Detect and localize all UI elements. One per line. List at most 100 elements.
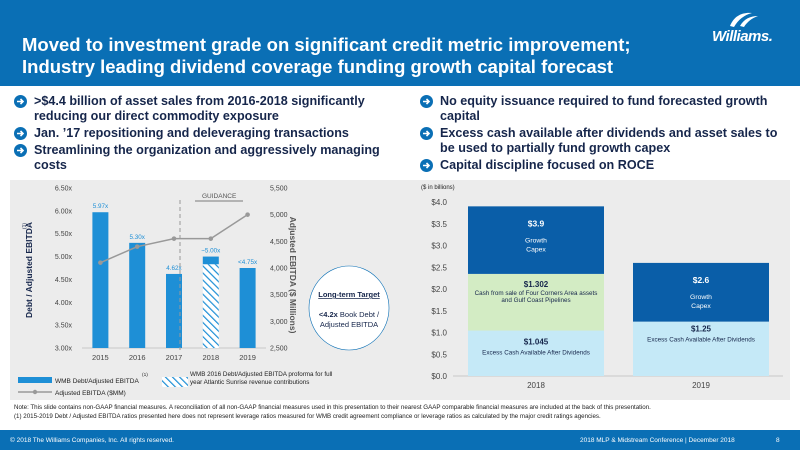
x-tick-label: 2015	[92, 353, 109, 362]
arrow-circle-icon	[14, 127, 27, 140]
segment-text-label: Excess Cash Available After Dividends	[647, 337, 755, 344]
y-tick-label: 5.50x	[55, 231, 73, 238]
leverage-chart-panel: 3.00x 3.50x 4.00x 4.50x 5.00x 5.50x 6.00x 6.50x…	[10, 180, 405, 400]
target-value: <4.2x	[319, 310, 339, 319]
y2-tick-label: 2,500	[270, 346, 288, 353]
guidance-label: GUIDANCE	[202, 193, 237, 200]
copyright-text: © 2018 The Williams Companies, Inc. All …	[10, 437, 174, 444]
right-bullet-text: Capital discipline focused on ROCE	[440, 158, 655, 172]
y-tick-label: $1.0	[431, 329, 447, 338]
stacked-bars: $1.045 Excess Cash Available After Divide…	[468, 206, 769, 376]
y-tick-label: 4.50x	[55, 277, 73, 284]
right-bullet-text: No equity issuance required to fund fore…	[440, 94, 768, 123]
footnote-block: Note: This slide contains non-GAAP finan…	[14, 404, 794, 421]
bar-data-label: 4.62x	[166, 265, 182, 272]
x-tick-label: 2017	[166, 353, 183, 362]
bar-data-label: 5.30x	[129, 234, 145, 241]
target-line1-rest: Book Debt /	[338, 310, 380, 319]
legend-line-label: Adjusted EBITDA ($MM)	[55, 390, 126, 397]
target-line2: Adjusted EBITDA	[320, 320, 378, 329]
target-title: Long-term Target	[318, 290, 380, 299]
chart-data-labels: 5.97x 5.30x 4.62x ~5.00x <4.75x	[93, 203, 258, 272]
x-tick-label: 2018	[527, 381, 545, 390]
y-tick-label: 3.50x	[55, 323, 73, 330]
segment-text-label: Growth	[690, 294, 712, 301]
y-tick-label: $3.0	[431, 242, 447, 251]
ebitda-line-series	[98, 212, 250, 265]
leverage-bar	[129, 242, 146, 348]
segment-value-label: $1.045	[524, 338, 549, 347]
ebitda-point	[171, 236, 177, 241]
excess-cash-segment	[468, 330, 604, 376]
segment-value-label: $1.25	[691, 325, 712, 334]
legend-bar-label: WMB Debt/Adjusted EBITDA	[55, 378, 139, 385]
left-bullet-list: >$4.4 billion of asset sales from 2016-2…	[14, 94, 399, 175]
ebitda-point	[208, 236, 214, 241]
y2-axis-title: Adjusted EBITDA ($ Millions)	[288, 217, 298, 334]
footnote-text: (1) 2015-2019 Debt / Adjusted EBITDA rat…	[14, 412, 601, 420]
right-bullet-3: Capital discipline focused on ROCE	[420, 158, 792, 173]
y-tick-label: 5.00x	[55, 254, 73, 261]
event-text: 2018 MLP & Midstream Conference | Decemb…	[580, 437, 735, 444]
arrow-circle-icon	[14, 144, 27, 157]
arrow-circle-icon	[420, 159, 433, 172]
arrow-circle-icon	[420, 95, 433, 108]
y-tick-label: $1.5	[431, 307, 447, 316]
y-tick-label: $2.0	[431, 285, 447, 294]
y-tick-label: 3.00x	[55, 346, 73, 353]
y2-tick-label: 4,500	[270, 239, 288, 246]
x-tick-label: 2019	[692, 381, 710, 390]
chart-legend: WMB Debt/Adjusted EBITDA (1) Adjusted EB…	[18, 371, 333, 397]
capex-chart: ($ in billions) $0.0 $0.5 $1.0 $1.5 $2.0 $2.5…	[421, 185, 783, 390]
left-bullet-text: Streamlining the organization and aggres…	[34, 143, 380, 172]
left-bullet-1: >$4.4 billion of asset sales from 2016-2…	[14, 94, 399, 124]
chart-bars	[92, 212, 256, 348]
right-bullet-1: No equity issuance required to fund fore…	[420, 94, 792, 124]
segment-text-label: Cash from sale of Four Corners Area asse…	[474, 289, 598, 305]
units-label: ($ in billions)	[421, 185, 455, 191]
williams-logo-mark-icon	[730, 12, 758, 27]
y2-tick-label: 4,000	[270, 266, 288, 273]
x-tick-label: 2016	[129, 353, 146, 362]
legend-bar-swatch	[18, 377, 52, 383]
y-axis-footnote: (1)	[22, 223, 28, 229]
y2-tick-label: 3,500	[270, 292, 288, 299]
arrow-circle-icon	[14, 95, 27, 108]
y-tick-label: 4.00x	[55, 300, 73, 307]
leverage-bar	[92, 212, 109, 348]
y-tick-label: $2.5	[431, 263, 447, 272]
x-tick-label: 2019	[239, 353, 256, 362]
segment-text-label: Capex	[691, 303, 711, 310]
y-tick-label: $4.0	[431, 198, 447, 207]
x-tick-label: 2018	[202, 353, 219, 362]
right-bullet-2: Excess cash available after dividends an…	[420, 126, 792, 156]
leverage-bar-segment	[202, 256, 219, 265]
target-circle	[308, 265, 390, 351]
segment-value-label: $1.302	[524, 280, 549, 289]
page-number: 8	[776, 437, 780, 444]
y2-tick-label: 3,000	[270, 319, 288, 326]
title-line-1: Moved to investment grade on significant…	[22, 34, 631, 55]
header-banner: Moved to investment grade on significant…	[0, 0, 800, 86]
ebitda-point	[134, 244, 140, 249]
note-text: Note: This slide contains non-GAAP finan…	[14, 404, 651, 411]
leverage-chart: 3.00x 3.50x 4.00x 4.50x 5.00x 5.50x 6.00x 6.50x…	[18, 186, 390, 397]
left-bullet-text: >$4.4 billion of asset sales from 2016-2…	[34, 94, 365, 123]
asset-sale-segment	[468, 273, 604, 331]
y-tick-label: $0.0	[431, 372, 447, 381]
excess-cash-segment	[633, 321, 769, 376]
capex-chart-panel: ($ in billions) $0.0 $0.5 $1.0 $1.5 $2.0 $2.5…	[403, 180, 790, 400]
left-bullet-text: Jan. ’17 repositioning and deleveraging …	[34, 126, 349, 140]
y2-tick-label: 5,000	[270, 212, 288, 219]
target-line1: <4.2x Book Debt /	[319, 310, 380, 319]
y-tick-label: $3.5	[431, 220, 447, 229]
slide-title: Moved to investment grade on significant…	[22, 34, 702, 78]
bar-data-label: <4.75x	[238, 259, 258, 266]
williams-logo: Williams.	[712, 10, 782, 45]
y-tick-label: $0.5	[431, 350, 447, 359]
legend-bar-footnote: (1)	[142, 372, 148, 378]
legend-hatch-label: WMB 2016 Debt/Adjusted EBITDA proforma f…	[190, 371, 333, 386]
arrow-circle-icon	[420, 127, 433, 140]
growth-capex-segment	[633, 262, 769, 322]
